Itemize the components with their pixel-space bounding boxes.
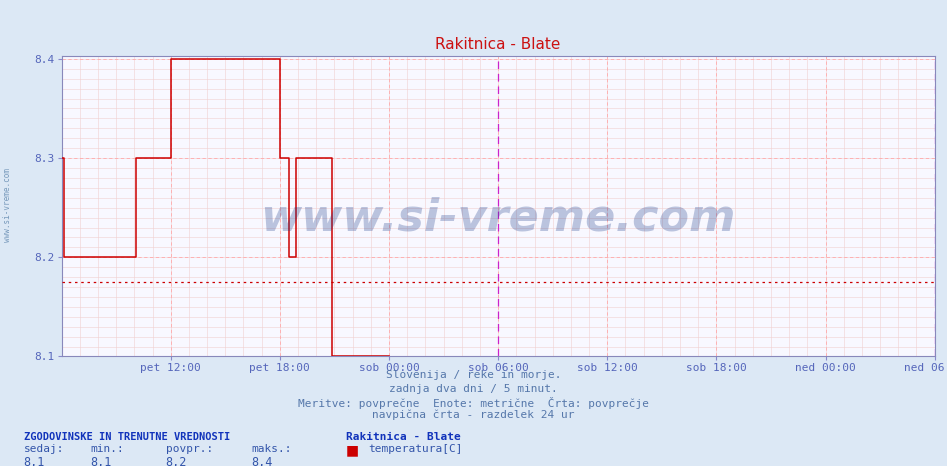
Text: zadnja dva dni / 5 minut.: zadnja dva dni / 5 minut.: [389, 384, 558, 393]
Text: www.si-vreme.com: www.si-vreme.com: [3, 168, 12, 242]
Text: 8,1: 8,1: [90, 456, 112, 466]
Text: Slovenija / reke in morje.: Slovenija / reke in morje.: [385, 370, 562, 380]
Text: 8,1: 8,1: [24, 456, 45, 466]
Text: 8,4: 8,4: [251, 456, 273, 466]
Text: www.si-vreme.com: www.si-vreme.com: [260, 197, 736, 240]
Text: Meritve: povprečne  Enote: metrične  Črta: povprečje: Meritve: povprečne Enote: metrične Črta:…: [298, 397, 649, 409]
Text: sedaj:: sedaj:: [24, 444, 64, 453]
Text: 8,2: 8,2: [166, 456, 188, 466]
Text: navpična črta - razdelek 24 ur: navpična črta - razdelek 24 ur: [372, 410, 575, 420]
Title: Rakitnica - Blate: Rakitnica - Blate: [436, 37, 561, 52]
Text: min.:: min.:: [90, 444, 124, 453]
Text: ■: ■: [346, 444, 359, 458]
Text: Rakitnica - Blate: Rakitnica - Blate: [346, 432, 460, 442]
Text: ZGODOVINSKE IN TRENUTNE VREDNOSTI: ZGODOVINSKE IN TRENUTNE VREDNOSTI: [24, 432, 230, 442]
Text: temperatura[C]: temperatura[C]: [368, 444, 463, 453]
Text: maks.:: maks.:: [251, 444, 292, 453]
Text: povpr.:: povpr.:: [166, 444, 213, 453]
